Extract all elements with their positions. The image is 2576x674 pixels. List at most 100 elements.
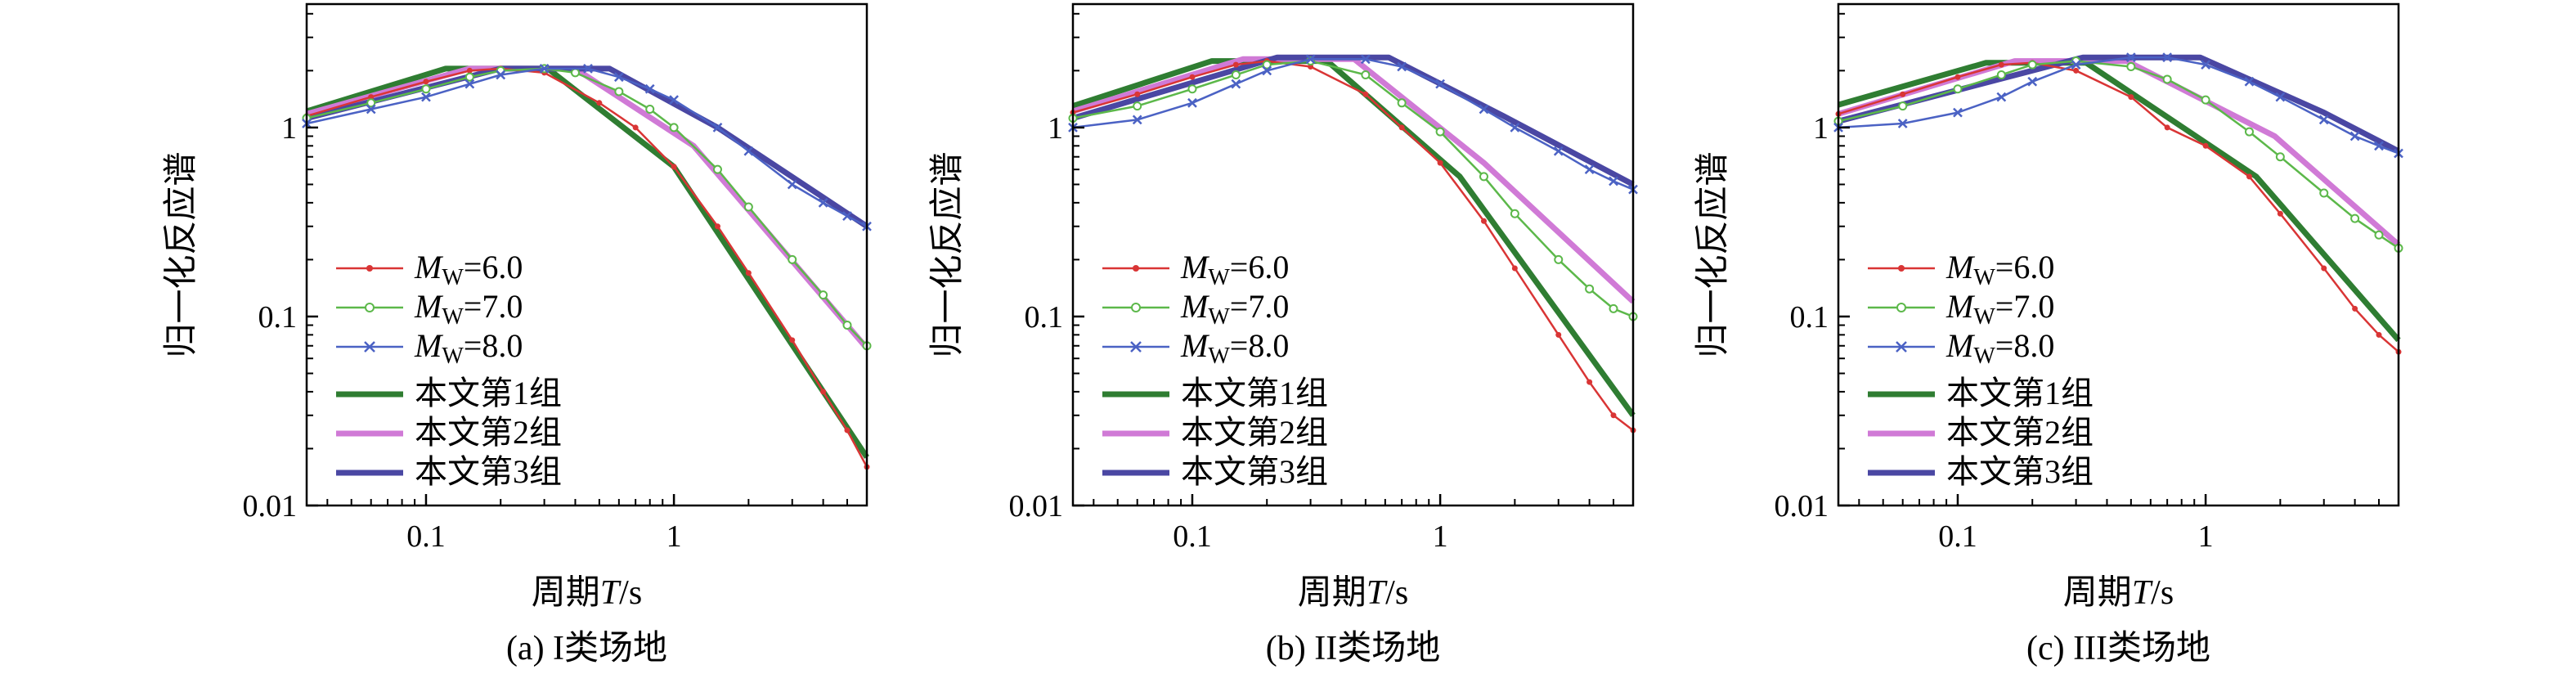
series-line-g2 — [306, 65, 869, 350]
data-point-mw6 — [1900, 91, 1906, 97]
data-point-mw6 — [1189, 74, 1196, 80]
legend-mw-subscript: W — [1973, 304, 1995, 330]
data-point-mw7 — [1231, 70, 1241, 80]
legend-mw-symbol: M — [1180, 249, 1210, 285]
data-point-mw8 — [712, 123, 723, 133]
legend-mw-value: =7.0 — [1230, 288, 1290, 325]
legend-label-g1: 本文第1组 — [415, 375, 562, 411]
data-point-mw8 — [2275, 92, 2286, 102]
legend-mw-subscript: W — [1973, 344, 1995, 369]
data-point-mw8 — [1510, 123, 1520, 133]
legend-label-g2: 本文第2组 — [1946, 414, 2094, 451]
x-axis-label-var: T — [2132, 574, 2153, 612]
plot-frame — [305, 2, 868, 507]
y-axis-label: 归一化反应谱 — [162, 151, 200, 357]
plot-frame — [1071, 2, 1635, 507]
legend-label-mw7: MW=7.0 — [1180, 288, 1289, 330]
x-tick-label: 1 — [666, 519, 682, 554]
y-tick-label: 0.1 — [1790, 300, 1829, 335]
data-point-mw7 — [2201, 95, 2210, 105]
data-point-mw8 — [1897, 119, 1908, 128]
data-point-mw7 — [1609, 303, 1618, 313]
data-point-mw6 — [2352, 305, 2358, 312]
panel-caption: (a) I类场地 — [506, 630, 667, 667]
legend-label-g3: 本文第3组 — [1181, 453, 1328, 490]
data-point-mw8 — [2318, 115, 2329, 125]
data-point-mw8 — [787, 179, 797, 190]
data-point-mw7 — [1262, 60, 1272, 70]
data-point-mw6 — [2246, 173, 2252, 180]
x-axis-label-var: T — [1367, 574, 1388, 612]
legend-label-g3: 本文第3组 — [1946, 453, 2094, 490]
data-point-mw7 — [1554, 254, 1564, 264]
data-point-mw7 — [464, 72, 474, 82]
y-tick-label: 1 — [281, 111, 297, 146]
series-line-g3 — [1838, 54, 2400, 154]
data-point-mw8 — [496, 70, 506, 80]
data-point-mw7 — [2319, 188, 2329, 198]
series-line-mw7 — [1072, 60, 1634, 318]
legend-mw-symbol: M — [414, 249, 444, 285]
data-point-mw6 — [1134, 91, 1141, 97]
data-point-mw7 — [743, 202, 753, 212]
data-point-mw6 — [632, 124, 639, 131]
data-point-mw8 — [1435, 79, 1445, 89]
data-point-mw7 — [819, 290, 828, 300]
data-point-mw8 — [1584, 164, 1595, 175]
x-axis-label-var: T — [600, 574, 622, 612]
y-axis-label: 归一化反应谱 — [1694, 151, 1732, 357]
data-point-mw8 — [2244, 76, 2255, 87]
data-point-mw7 — [366, 98, 376, 108]
data-point-mw8 — [421, 92, 431, 102]
legend-mw-subscript: W — [442, 265, 464, 290]
data-point-mw8 — [1231, 79, 1241, 89]
y-tick-label: 0.01 — [1775, 489, 1829, 523]
x-axis-label-unit: /s — [619, 574, 642, 612]
legend-marker-mw7 — [1896, 303, 1906, 312]
x-axis-label-prefix: 周期 — [2063, 574, 2132, 612]
data-point-mw6 — [2321, 265, 2327, 272]
data-point-mw6 — [368, 94, 375, 101]
x-tick-label: 1 — [1433, 519, 1448, 554]
legend-label-g2: 本文第2组 — [415, 414, 562, 451]
legend-mw-value: =8.0 — [1230, 327, 1290, 364]
legend-mw-subscript: W — [442, 344, 464, 369]
data-point-mw8 — [1132, 115, 1142, 125]
legend-mw-symbol: M — [414, 327, 444, 364]
data-point-mw6 — [1398, 124, 1405, 131]
data-point-mw8 — [2071, 60, 2081, 70]
legend-marker-mw6 — [1133, 265, 1139, 272]
legend-marker-mw8 — [1130, 341, 1142, 353]
data-point-mw6 — [671, 164, 677, 170]
data-point-mw8 — [583, 64, 593, 74]
data-point-mw8 — [1262, 65, 1272, 76]
x-tick-label: 0.1 — [1173, 519, 1212, 554]
data-point-mw7 — [614, 87, 624, 97]
data-point-mw8 — [2201, 60, 2210, 70]
data-point-mw7 — [1361, 70, 1371, 80]
y-tick-label: 1 — [1813, 111, 1829, 146]
legend-marker-mw6 — [1898, 265, 1905, 272]
panel-caption: (c) III类场地 — [2026, 630, 2210, 667]
data-point-mw6 — [466, 67, 473, 74]
legend-mw-symbol: M — [1945, 249, 1976, 285]
data-point-mw7 — [1953, 84, 1963, 94]
data-point-mw8 — [644, 83, 655, 94]
legend-mw-subscript: W — [1208, 304, 1230, 330]
data-point-mw8 — [1187, 97, 1197, 108]
data-point-mw6 — [820, 389, 827, 395]
x-axis-label: 周期T/s — [2063, 574, 2174, 612]
data-point-mw7 — [669, 123, 679, 133]
data-point-mw6 — [1362, 91, 1369, 97]
legend-label-mw8: MW=8.0 — [1945, 327, 2054, 369]
legend-mw-subscript: W — [1208, 344, 1230, 369]
data-point-mw8 — [366, 104, 376, 115]
data-point-mw6 — [745, 270, 752, 276]
series-line-mw6 — [1072, 60, 1634, 432]
data-point-mw7 — [2126, 61, 2136, 71]
legend-mw-value: =8.0 — [1995, 327, 2055, 364]
